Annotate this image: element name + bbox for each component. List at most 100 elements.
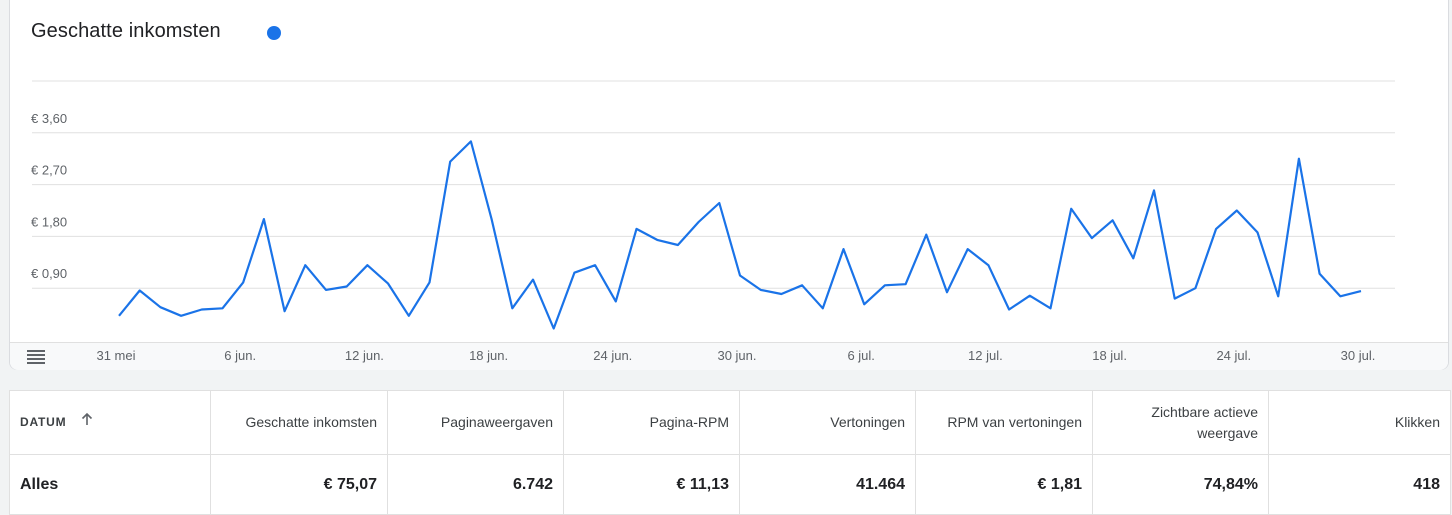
cell-rpm-van-vertoningen: € 1,81 xyxy=(915,454,1093,515)
x-tick-label: 24 jun. xyxy=(593,348,632,363)
data-point[interactable] xyxy=(923,232,929,238)
data-point[interactable] xyxy=(530,277,536,283)
chart-title: Geschatte inkomsten xyxy=(31,20,221,42)
data-point[interactable] xyxy=(116,313,122,319)
report-table: DATUM Geschatte inkomsten Paginaweergave… xyxy=(9,390,1451,515)
data-point[interactable] xyxy=(447,159,453,165)
data-point[interactable] xyxy=(1234,208,1240,214)
data-point[interactable] xyxy=(861,301,867,307)
column-header-pagina-rpm[interactable]: Pagina-RPM xyxy=(563,390,740,455)
data-point[interactable] xyxy=(178,313,184,319)
data-point[interactable] xyxy=(220,305,226,311)
cell-paginaweergaven: 6.742 xyxy=(387,454,564,515)
menu-icon[interactable] xyxy=(27,350,45,364)
column-header-rpm-van-vertoningen[interactable]: RPM van vertoningen xyxy=(915,390,1093,455)
data-point[interactable] xyxy=(385,281,391,287)
data-point[interactable] xyxy=(1089,235,1095,241)
data-point[interactable] xyxy=(157,304,163,310)
data-point[interactable] xyxy=(344,283,350,289)
series-line[interactable] xyxy=(118,140,1362,330)
data-point[interactable] xyxy=(323,287,329,293)
x-tick-label: 18 jun. xyxy=(469,348,508,363)
data-point[interactable] xyxy=(302,262,308,268)
data-point[interactable] xyxy=(1255,229,1261,235)
data-point[interactable] xyxy=(1296,156,1302,162)
data-point[interactable] xyxy=(240,279,246,285)
x-tick-label: 18 jul. xyxy=(1092,348,1127,363)
column-header-zichtbare-actieve-weergave[interactable]: Zichtbare actieve weergave xyxy=(1092,390,1269,455)
data-point[interactable] xyxy=(282,308,288,314)
column-header-klikken[interactable]: Klikken xyxy=(1268,390,1451,455)
cell-zichtbare-actieve-weergave: 74,84% xyxy=(1092,454,1269,515)
y-tick-label: € 2,70 xyxy=(31,163,67,178)
data-point[interactable] xyxy=(778,291,784,297)
x-tick-label: 31 mei xyxy=(96,348,135,363)
data-point[interactable] xyxy=(1048,305,1054,311)
chart-footer xyxy=(10,342,1448,370)
data-point[interactable] xyxy=(1027,293,1033,299)
table-header-row: DATUM Geschatte inkomsten Paginaweergave… xyxy=(9,390,1451,455)
data-point[interactable] xyxy=(675,242,681,248)
column-header-vertoningen[interactable]: Vertoningen xyxy=(739,390,916,455)
cell-pagina-rpm: € 11,13 xyxy=(563,454,740,515)
series-legend-dot[interactable] xyxy=(267,26,281,40)
data-point[interactable] xyxy=(903,281,909,287)
x-tick-label: 30 jul. xyxy=(1341,348,1376,363)
data-point[interactable] xyxy=(1151,187,1157,193)
data-point[interactable] xyxy=(1213,226,1219,232)
column-header-geschatte-inkomsten[interactable]: Geschatte inkomsten xyxy=(210,390,388,455)
data-point[interactable] xyxy=(1172,296,1178,302)
data-point[interactable] xyxy=(509,305,515,311)
data-point[interactable] xyxy=(592,262,598,268)
data-point[interactable] xyxy=(737,273,743,279)
data-point[interactable] xyxy=(406,313,412,319)
cell-datum: Alles xyxy=(9,454,211,515)
column-header-paginaweergaven[interactable]: Paginaweergaven xyxy=(387,390,564,455)
data-point[interactable] xyxy=(571,270,577,276)
data-point[interactable] xyxy=(1317,271,1323,277)
x-axis: 31 mei 6 jun. 12 jun. 18 jun. 24 jun. 30 jun.… xyxy=(96,348,1376,363)
data-point[interactable] xyxy=(1358,288,1364,294)
data-point[interactable] xyxy=(261,216,267,222)
data-point[interactable] xyxy=(841,246,847,252)
x-tick-label: 24 jul. xyxy=(1216,348,1251,363)
data-point[interactable] xyxy=(985,262,991,268)
y-tick-label: € 3,60 xyxy=(31,111,67,126)
data-point[interactable] xyxy=(944,289,950,295)
column-header-label: DATUM xyxy=(20,414,67,429)
data-point[interactable] xyxy=(137,288,143,294)
sort-ascending-icon[interactable] xyxy=(81,412,93,433)
data-point[interactable] xyxy=(1006,306,1012,312)
data-point[interactable] xyxy=(613,298,619,304)
data-point[interactable] xyxy=(199,306,205,312)
data-point[interactable] xyxy=(716,200,722,206)
data-point[interactable] xyxy=(468,138,474,144)
x-tick-label: 30 jun. xyxy=(717,348,756,363)
data-point[interactable] xyxy=(1068,206,1074,212)
data-point[interactable] xyxy=(654,237,660,243)
data-point[interactable] xyxy=(1275,293,1281,299)
data-point[interactable] xyxy=(882,282,888,288)
data-point[interactable] xyxy=(1110,217,1116,223)
data-point[interactable] xyxy=(820,305,826,311)
x-tick-label: 6 jul. xyxy=(847,348,874,363)
x-tick-label: 12 jul. xyxy=(968,348,1003,363)
data-point[interactable] xyxy=(364,262,370,268)
data-point[interactable] xyxy=(799,282,805,288)
data-point[interactable] xyxy=(427,279,433,285)
data-point[interactable] xyxy=(634,226,640,232)
data-point[interactable] xyxy=(965,246,971,252)
cell-klikken: 418 xyxy=(1268,454,1451,515)
chart-card: Geschatte inkomsten € 0,90 € 1,80 € 2,70 € … xyxy=(9,0,1449,370)
data-point[interactable] xyxy=(1130,255,1136,261)
data-point[interactable] xyxy=(1337,293,1343,299)
data-point[interactable] xyxy=(758,287,764,293)
line-chart: € 0,90 € 1,80 € 2,70 € 3,60 xyxy=(31,80,1395,331)
data-point[interactable] xyxy=(696,219,702,225)
column-header-datum[interactable]: DATUM xyxy=(9,390,211,455)
data-point[interactable] xyxy=(1192,285,1198,291)
data-point[interactable] xyxy=(551,325,557,331)
x-tick-label: 6 jun. xyxy=(224,348,256,363)
y-tick-label: € 1,80 xyxy=(31,214,67,229)
data-point[interactable] xyxy=(489,216,495,222)
